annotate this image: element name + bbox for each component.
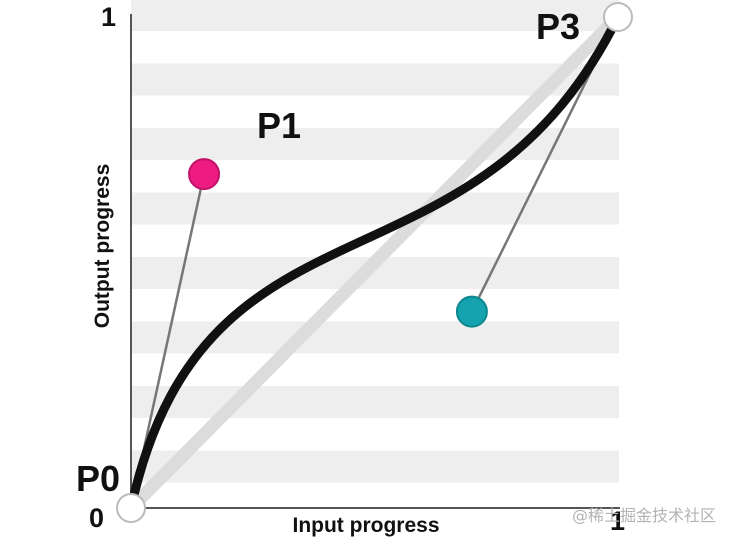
stripe bbox=[131, 192, 619, 225]
axes bbox=[130, 14, 620, 509]
x-tick-1: 1 bbox=[610, 506, 625, 536]
linear-reference-line bbox=[124, 10, 625, 515]
stripe bbox=[131, 386, 619, 418]
stripe bbox=[131, 128, 619, 160]
y-axis-title: Output progress bbox=[91, 164, 114, 329]
stripe bbox=[131, 450, 619, 483]
x-axis-title: Input progress bbox=[292, 514, 439, 537]
label-p1: P1 bbox=[257, 105, 301, 146]
y-tick-1: 1 bbox=[101, 2, 116, 32]
point-p0[interactable] bbox=[116, 493, 146, 523]
point-p1[interactable] bbox=[188, 158, 221, 191]
linear-reference-layer bbox=[124, 10, 625, 515]
background-stripes bbox=[131, 0, 619, 483]
point-p2[interactable] bbox=[455, 295, 488, 328]
stripe bbox=[131, 0, 619, 31]
control-points bbox=[116, 2, 633, 523]
bezier-curve bbox=[126, 12, 623, 513]
point-labels: P0P1P2P3 bbox=[76, 6, 580, 499]
watermark-text: @稀土掘金技术社区 bbox=[572, 506, 716, 525]
label-p3: P3 bbox=[536, 6, 580, 47]
curve-layer bbox=[126, 12, 623, 513]
y-tick-0: 0 bbox=[89, 503, 104, 533]
label-p0: P0 bbox=[76, 458, 120, 499]
point-p3[interactable] bbox=[603, 2, 633, 32]
